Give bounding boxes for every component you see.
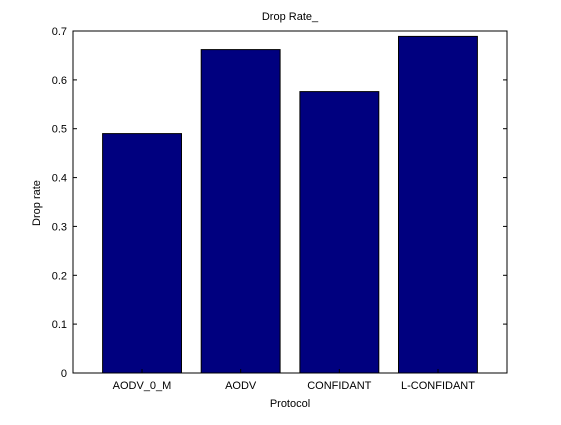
y-tick-label: 0.2 [52,270,67,282]
x-axis-label: Protocol [270,398,310,410]
bars-layer [102,35,478,374]
y-tick-label: 0.5 [52,124,67,136]
y-axis-label: Drop rate [31,180,43,226]
y-tick-label: 0.1 [52,319,67,331]
y-tick-label: 0.7 [52,26,67,38]
x-tick-label: CONFIDANT [307,380,371,392]
x-tick-label: AODV [225,380,257,392]
y-tick-label: 0 [61,368,67,380]
x-tick-label: L-CONFIDANT [401,380,475,392]
y-tick-label: 0.4 [52,173,67,185]
bar-confidant [299,91,380,374]
bar-aodv [200,49,281,374]
ticks-layer: AODV_0_M AODV CONFIDANT L-CONFIDANT 0 0.1 0.2 0… [52,26,507,392]
bar-l-confidant [398,35,478,374]
plot-area-frame [72,30,508,374]
y-tick-label: 0.3 [52,221,67,233]
chart-title: Drop Rate_ [262,11,319,23]
y-tick-label: 0.6 [52,75,67,87]
x-tick-label: AODV_0_M [113,380,172,392]
bar-aodv-0-m [102,133,182,374]
